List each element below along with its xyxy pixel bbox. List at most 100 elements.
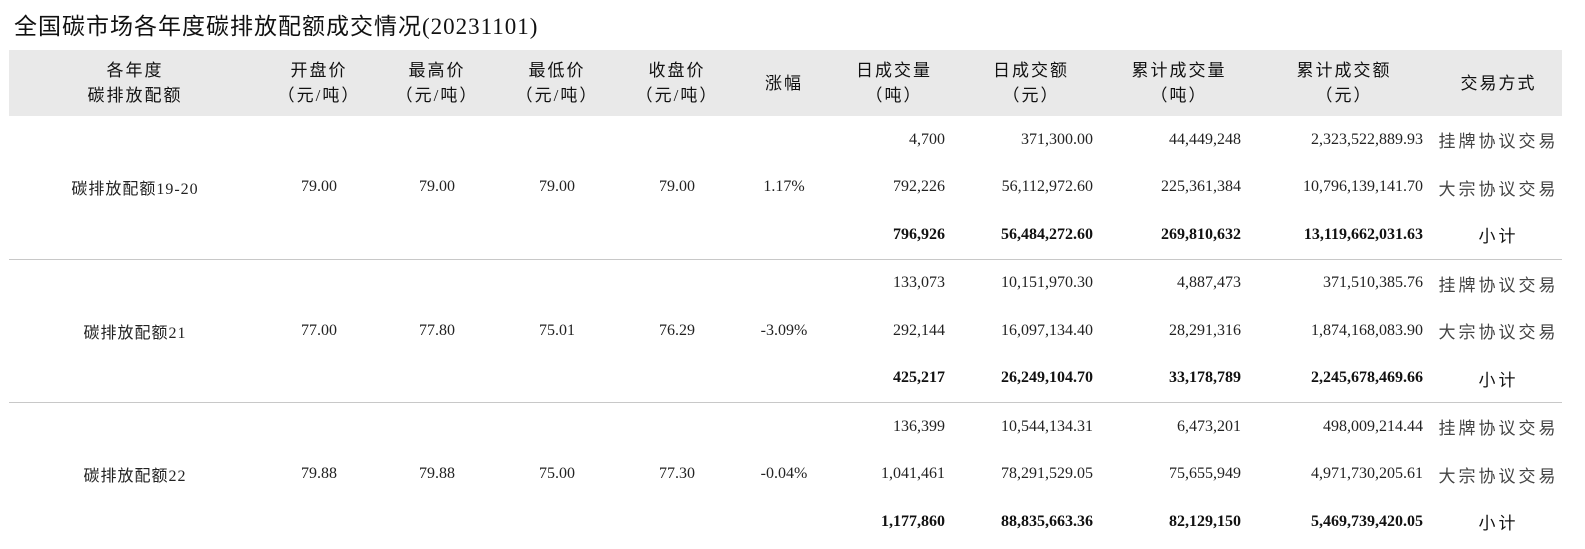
subtotal-row: 1,177,860 88,835,663.36 82,129,150 5,469,73… bbox=[9, 498, 1562, 546]
cumulative-volume: 82,129,150 bbox=[1169, 512, 1241, 530]
trade-mode: 小计 bbox=[1435, 354, 1562, 403]
cumulative-volume: 44,449,248 bbox=[1169, 130, 1241, 148]
close-price: 76.29 bbox=[617, 259, 737, 403]
daily-amount: 56,484,272.60 bbox=[957, 211, 1105, 260]
column-header: 日成交量 （吨） bbox=[831, 50, 957, 116]
daily-amount: 88,835,663.36 bbox=[1001, 512, 1093, 530]
daily-amount: 10,544,134.31 bbox=[1001, 417, 1093, 435]
trade-mode: 小计 bbox=[1435, 211, 1562, 260]
column-header-line: 碳排放配额 bbox=[87, 86, 183, 105]
daily-volume: 136,399 bbox=[893, 417, 945, 435]
table-row: 碳排放配额19-20 79.00 79.00 79.00 79.00 1.17% 4,700… bbox=[9, 116, 1562, 260]
cumulative-amount: 4,971,730,205.61 bbox=[1311, 465, 1423, 483]
column-header-line: （元/吨） bbox=[515, 86, 599, 105]
table-row: 292,144 16,097,134.40 28,291,316 1,874,168,… bbox=[9, 307, 1562, 355]
open-price: 79.00 bbox=[261, 116, 377, 260]
table-header: 各年度 碳排放配额 开盘价 （元/吨） 最高价 （元/吨） 最低价 （元/吨） 收盘价 （元/吨）… bbox=[9, 50, 1562, 116]
cumulative-volume: 33,178,789 bbox=[1105, 354, 1253, 403]
daily-amount: 371,300.00 bbox=[1021, 130, 1093, 148]
column-header-line: （元/吨） bbox=[395, 86, 479, 105]
cumulative-amount: 1,874,168,083.90 bbox=[1311, 321, 1423, 339]
table-row: 碳排放配额21 77.00 77.80 75.01 76.29 -3.09% 133,073… bbox=[9, 259, 1562, 403]
daily-volume: 4,700 bbox=[909, 130, 945, 148]
column-header-line: 各年度 bbox=[106, 61, 164, 80]
cumulative-volume: 6,473,201 bbox=[1177, 417, 1241, 435]
cumulative-volume: 225,361,384 bbox=[1161, 178, 1241, 196]
cumulative-amount: 498,009,214.44 bbox=[1323, 417, 1423, 435]
cumulative-amount: 371,510,385.76 bbox=[1323, 274, 1423, 292]
cumulative-volume: 4,887,473 bbox=[1177, 274, 1241, 292]
trade-mode: 挂牌协议交易 bbox=[1438, 132, 1559, 152]
high-price: 79.00 bbox=[377, 116, 497, 260]
allowance-name: 碳排放配额19-20 bbox=[9, 116, 261, 260]
subtotal-row: 796,926 56,484,272.60 269,810,632 13,119,66… bbox=[9, 211, 1562, 260]
trade-mode: 挂牌协议交易 bbox=[1438, 275, 1559, 295]
close-price: 77.30 bbox=[659, 465, 695, 483]
price-change: -3.09% bbox=[737, 259, 831, 403]
column-header-line: 涨幅 bbox=[765, 73, 803, 93]
cumulative-volume: 75,655,949 bbox=[1169, 465, 1241, 483]
open-price: 77.00 bbox=[261, 259, 377, 403]
low-price: 75.01 bbox=[497, 259, 617, 403]
column-header-line: （元） bbox=[1002, 86, 1060, 105]
column-header: 各年度 碳排放配额 bbox=[9, 50, 261, 116]
daily-volume: 425,217 bbox=[831, 354, 957, 403]
price-change: -0.04% bbox=[760, 465, 808, 483]
daily-volume: 796,926 bbox=[831, 211, 957, 260]
column-header: 涨幅 bbox=[737, 50, 831, 116]
trade-mode: 大宗协议交易 bbox=[1438, 466, 1559, 486]
trade-mode: 大宗协议交易 bbox=[1438, 323, 1559, 343]
cumulative-amount: 5,469,739,420.05 bbox=[1311, 512, 1423, 530]
column-header-line: 交易方式 bbox=[1460, 73, 1537, 93]
cumulative-volume: 269,810,632 bbox=[1105, 211, 1253, 260]
cumulative-amount: 13,119,662,031.63 bbox=[1253, 211, 1435, 260]
allowance-name: 碳排放配额21 bbox=[9, 259, 261, 403]
column-header: 开盘价 （元/吨） bbox=[261, 50, 377, 116]
daily-amount: 26,249,104.70 bbox=[957, 354, 1105, 403]
table-body: 碳排放配额19-20 79.00 79.00 79.00 79.00 1.17% 4,700… bbox=[9, 116, 1562, 546]
table-row: 792,226 56,112,972.60 225,361,384 10,796,13… bbox=[9, 164, 1562, 212]
high-price: 79.88 bbox=[419, 465, 455, 483]
column-header-line: 收盘价 bbox=[648, 61, 706, 80]
carbon-allowance-table: 各年度 碳排放配额 开盘价 （元/吨） 最高价 （元/吨） 最低价 （元/吨） 收盘价 （元/吨）… bbox=[9, 50, 1562, 546]
page-title: 全国碳市场各年度碳排放配额成交情况(20231101) bbox=[14, 14, 539, 39]
column-header-line: （吨） bbox=[865, 86, 923, 105]
column-header-line: （吨） bbox=[1150, 86, 1208, 105]
allowance-name: 碳排放配额22 bbox=[83, 468, 187, 486]
daily-volume: 1,177,860 bbox=[881, 512, 945, 530]
price-change: 1.17% bbox=[737, 116, 831, 260]
trade-mode: 大宗协议交易 bbox=[1438, 179, 1559, 199]
column-header-line: 累计成交量 bbox=[1131, 61, 1227, 80]
table-row: 碳排放配额22 79.88 79.88 75.00 77.30 -0.04% 136,399… bbox=[9, 403, 1562, 486]
table-row: 1,041,461 78,291,529.05 75,655,949 4,971,73… bbox=[9, 451, 1562, 499]
header-row: 各年度 碳排放配额 开盘价 （元/吨） 最高价 （元/吨） 最低价 （元/吨） 收盘价 （元/吨）… bbox=[9, 50, 1562, 116]
trade-mode: 小计 bbox=[1478, 514, 1519, 534]
cumulative-amount: 2,323,522,889.93 bbox=[1311, 130, 1423, 148]
daily-amount: 56,112,972.60 bbox=[1001, 178, 1093, 196]
daily-amount: 10,151,970.30 bbox=[1001, 274, 1093, 292]
daily-amount: 78,291,529.05 bbox=[1001, 465, 1093, 483]
close-price: 79.00 bbox=[617, 116, 737, 260]
column-header-line: 日成交量 bbox=[856, 61, 932, 80]
cumulative-amount: 2,245,678,469.66 bbox=[1253, 354, 1435, 403]
column-header: 累计成交额 （元） bbox=[1253, 50, 1435, 116]
column-header-line: 最低价 bbox=[528, 61, 586, 80]
column-header-line: 累计成交额 bbox=[1296, 61, 1392, 80]
column-header-line: 最高价 bbox=[408, 61, 466, 80]
column-header-line: 日成交额 bbox=[993, 61, 1069, 80]
column-header: 最高价 （元/吨） bbox=[377, 50, 497, 116]
subtotal-row: 425,217 26,249,104.70 33,178,789 2,245,678,… bbox=[9, 354, 1562, 403]
daily-volume: 1,041,461 bbox=[881, 465, 945, 483]
daily-volume: 792,226 bbox=[893, 178, 945, 196]
cumulative-volume: 28,291,316 bbox=[1169, 321, 1241, 339]
column-header-line: （元/吨） bbox=[277, 86, 361, 105]
column-header: 累计成交量 （吨） bbox=[1105, 50, 1253, 116]
daily-amount: 16,097,134.40 bbox=[1001, 321, 1093, 339]
high-price: 77.80 bbox=[377, 259, 497, 403]
column-header: 最低价 （元/吨） bbox=[497, 50, 617, 116]
low-price: 79.00 bbox=[497, 116, 617, 260]
column-header-line: （元） bbox=[1315, 86, 1373, 105]
cumulative-amount: 10,796,139,141.70 bbox=[1303, 178, 1423, 196]
column-header: 日成交额 （元） bbox=[957, 50, 1105, 116]
column-header: 交易方式 bbox=[1435, 50, 1562, 116]
